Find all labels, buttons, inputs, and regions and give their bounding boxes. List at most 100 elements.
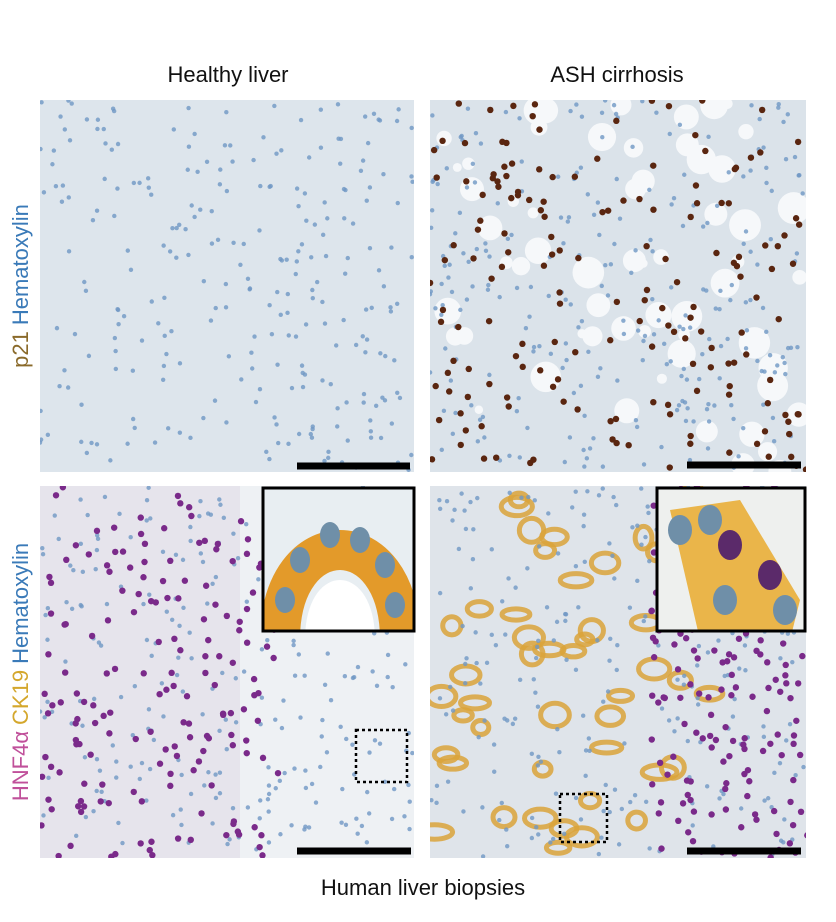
nucleus bbox=[279, 148, 284, 153]
stained-nucleus bbox=[195, 758, 203, 765]
vacuole bbox=[524, 237, 552, 265]
inset-nucleus bbox=[758, 560, 782, 590]
stained-nucleus bbox=[174, 835, 182, 842]
nucleus bbox=[761, 145, 766, 150]
nucleus bbox=[769, 188, 774, 194]
nucleus bbox=[217, 791, 223, 796]
nucleus bbox=[439, 447, 444, 453]
stained-nucleus bbox=[694, 655, 701, 662]
nucleus bbox=[741, 241, 746, 247]
stained-nucleus bbox=[795, 221, 803, 228]
nucleus bbox=[407, 799, 412, 804]
nucleus bbox=[324, 750, 330, 755]
nucleus bbox=[281, 698, 286, 703]
nucleus bbox=[176, 655, 181, 660]
nucleus bbox=[104, 601, 110, 607]
nucleus bbox=[482, 718, 487, 723]
duct bbox=[594, 704, 627, 728]
nucleus bbox=[523, 326, 529, 331]
nucleus bbox=[313, 800, 319, 805]
vacuole bbox=[738, 327, 771, 359]
nucleus bbox=[801, 764, 806, 770]
stain-label: HNF4α bbox=[8, 731, 33, 801]
lumen bbox=[305, 580, 375, 631]
stained-nucleus bbox=[130, 788, 137, 796]
nucleus bbox=[223, 717, 228, 722]
nucleus bbox=[639, 542, 644, 547]
stained-nucleus bbox=[690, 647, 698, 654]
nucleus bbox=[586, 349, 591, 355]
nucleus bbox=[480, 805, 485, 810]
stained-nucleus bbox=[541, 213, 548, 220]
nucleus bbox=[483, 241, 488, 246]
nucleus bbox=[645, 504, 650, 509]
nucleus bbox=[681, 366, 686, 372]
nucleus bbox=[266, 791, 272, 797]
nucleus bbox=[691, 419, 696, 424]
nucleus bbox=[704, 406, 710, 412]
stained-nucleus bbox=[465, 365, 472, 373]
stained-nucleus bbox=[198, 810, 205, 817]
nucleus bbox=[434, 800, 439, 806]
nucleus bbox=[555, 727, 560, 732]
nucleus bbox=[480, 854, 486, 858]
stained-nucleus bbox=[74, 715, 81, 723]
stained-nucleus bbox=[787, 694, 794, 702]
nucleus bbox=[573, 564, 579, 569]
nucleus bbox=[610, 553, 615, 558]
stained-nucleus bbox=[141, 558, 148, 566]
stained-nucleus bbox=[708, 344, 715, 352]
nucleus bbox=[659, 706, 665, 711]
nucleus bbox=[94, 757, 100, 762]
nucleus bbox=[385, 652, 391, 658]
nucleus bbox=[597, 232, 602, 238]
nucleus bbox=[265, 797, 271, 802]
stained-nucleus bbox=[607, 337, 614, 344]
nucleus bbox=[156, 321, 161, 326]
stained-nucleus bbox=[111, 665, 119, 673]
nucleus bbox=[198, 207, 203, 212]
nucleus bbox=[294, 186, 300, 191]
nucleus bbox=[700, 224, 706, 229]
nucleus bbox=[268, 183, 273, 189]
stained-nucleus bbox=[554, 376, 562, 383]
nucleus bbox=[187, 630, 192, 635]
nucleus bbox=[611, 494, 616, 500]
stained-nucleus bbox=[126, 564, 134, 571]
nucleus bbox=[600, 464, 606, 469]
stained-nucleus bbox=[161, 525, 168, 532]
stained-nucleus bbox=[787, 798, 794, 806]
nucleus bbox=[743, 300, 749, 305]
nucleus bbox=[787, 721, 793, 727]
inset-nucleus bbox=[320, 522, 340, 548]
nucleus bbox=[302, 191, 308, 196]
stained-nucleus bbox=[774, 242, 782, 250]
nucleus bbox=[218, 502, 223, 507]
duct bbox=[606, 687, 636, 704]
stained-nucleus bbox=[689, 837, 697, 845]
nucleus bbox=[325, 651, 330, 656]
nucleus bbox=[612, 787, 618, 792]
nucleus bbox=[52, 513, 57, 518]
nucleus bbox=[602, 100, 608, 103]
nucleus bbox=[781, 119, 786, 125]
stained-nucleus bbox=[723, 780, 730, 787]
stained-nucleus bbox=[137, 514, 144, 521]
nucleus bbox=[548, 351, 554, 357]
stained-nucleus bbox=[230, 820, 237, 828]
duct bbox=[464, 599, 494, 619]
nucleus bbox=[326, 449, 331, 455]
nucleus bbox=[794, 251, 800, 256]
nucleus bbox=[579, 318, 585, 324]
nucleus bbox=[571, 390, 577, 396]
nucleus bbox=[474, 660, 479, 666]
nucleus bbox=[160, 377, 166, 382]
nucleus bbox=[472, 180, 478, 185]
stained-nucleus bbox=[677, 694, 684, 701]
nucleus bbox=[294, 259, 300, 264]
nucleus bbox=[765, 796, 771, 801]
nucleus bbox=[377, 741, 383, 746]
nucleus bbox=[79, 402, 84, 407]
nucleus bbox=[555, 174, 561, 179]
nucleus bbox=[278, 832, 283, 837]
